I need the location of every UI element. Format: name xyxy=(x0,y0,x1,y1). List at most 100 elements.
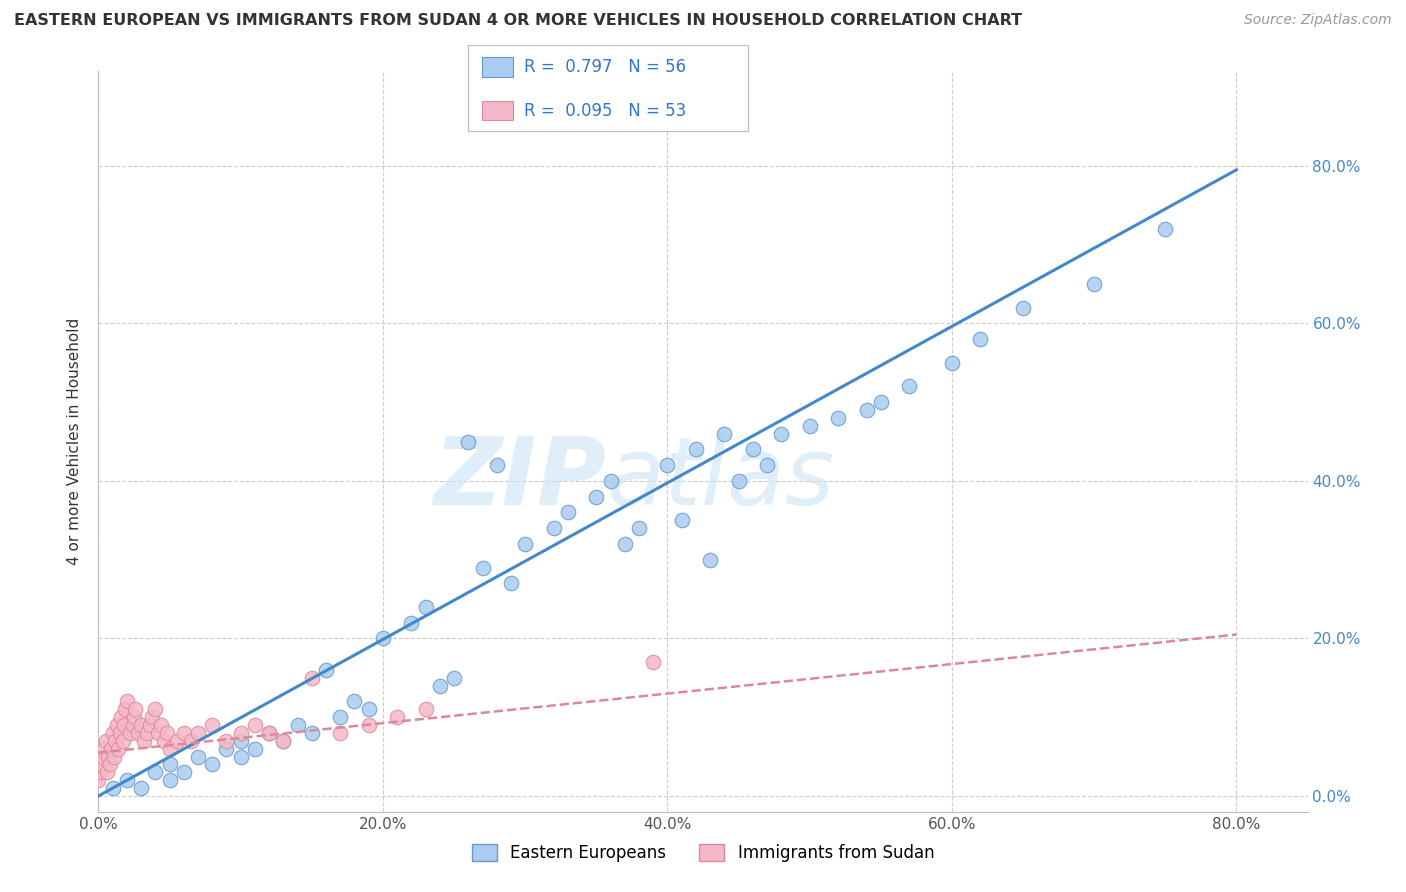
Point xyxy=(741,442,763,457)
Point xyxy=(301,726,323,740)
Point xyxy=(429,679,451,693)
Point xyxy=(485,458,508,472)
Point xyxy=(156,726,179,740)
Point xyxy=(114,702,136,716)
Point xyxy=(1083,277,1105,291)
Point xyxy=(90,757,112,772)
Point xyxy=(315,663,337,677)
Point xyxy=(443,671,465,685)
Point xyxy=(118,726,141,740)
Point xyxy=(273,734,295,748)
Point xyxy=(96,765,118,780)
Point xyxy=(898,379,921,393)
Point xyxy=(110,710,132,724)
Point xyxy=(613,537,636,551)
Point xyxy=(129,718,152,732)
Point xyxy=(166,734,188,748)
Point xyxy=(557,505,579,519)
Point xyxy=(257,726,280,740)
Point xyxy=(329,726,352,740)
Point xyxy=(499,576,522,591)
Legend: Eastern Europeans, Immigrants from Sudan: Eastern Europeans, Immigrants from Sudan xyxy=(464,835,942,870)
Point xyxy=(159,741,181,756)
Point xyxy=(129,781,152,796)
Point xyxy=(101,726,124,740)
Point xyxy=(146,726,169,740)
Point xyxy=(799,418,821,433)
Point xyxy=(471,560,494,574)
Point xyxy=(699,552,721,566)
Point xyxy=(105,718,128,732)
Point xyxy=(585,490,607,504)
Point xyxy=(127,726,149,740)
Point xyxy=(627,521,650,535)
Point xyxy=(115,694,138,708)
Point xyxy=(100,741,122,756)
Point xyxy=(104,734,127,748)
Point xyxy=(159,757,181,772)
Point xyxy=(87,773,110,788)
Point xyxy=(756,458,779,472)
Point xyxy=(153,734,176,748)
Point xyxy=(357,702,380,716)
Text: ZIP: ZIP xyxy=(433,433,606,524)
Point xyxy=(827,411,849,425)
Point xyxy=(122,710,145,724)
Point xyxy=(103,749,125,764)
Point xyxy=(132,734,155,748)
Point xyxy=(243,718,266,732)
Point xyxy=(121,718,143,732)
Point xyxy=(599,474,621,488)
Point xyxy=(329,710,352,724)
Point xyxy=(187,749,209,764)
Point xyxy=(201,718,224,732)
Point xyxy=(159,773,181,788)
Point xyxy=(187,726,209,740)
Point xyxy=(371,632,394,646)
Point xyxy=(515,537,537,551)
Point xyxy=(229,726,252,740)
Point xyxy=(770,426,793,441)
Point xyxy=(180,734,202,748)
Point xyxy=(215,741,238,756)
Point xyxy=(1012,301,1035,315)
Point xyxy=(229,734,252,748)
Point xyxy=(385,710,408,724)
Text: EASTERN EUROPEAN VS IMMIGRANTS FROM SUDAN 4 OR MORE VEHICLES IN HOUSEHOLD CORREL: EASTERN EUROPEAN VS IMMIGRANTS FROM SUDA… xyxy=(14,13,1022,29)
Point xyxy=(97,749,120,764)
Point xyxy=(173,726,195,740)
Point xyxy=(657,458,679,472)
Point xyxy=(969,332,991,346)
Point xyxy=(1154,222,1177,236)
Point xyxy=(543,521,565,535)
Point xyxy=(115,773,138,788)
Point xyxy=(243,741,266,756)
Point xyxy=(273,734,295,748)
Point xyxy=(415,702,437,716)
Point xyxy=(108,726,131,740)
Point xyxy=(401,615,423,630)
Point xyxy=(415,599,437,614)
Point xyxy=(855,403,877,417)
Point xyxy=(111,734,134,748)
Point xyxy=(141,710,163,724)
Point xyxy=(343,694,366,708)
Text: atlas: atlas xyxy=(606,433,835,524)
Point xyxy=(643,655,665,669)
Point xyxy=(869,395,891,409)
Point xyxy=(89,765,111,780)
Point xyxy=(201,757,224,772)
Point xyxy=(671,513,693,527)
Point xyxy=(301,671,323,685)
Point xyxy=(101,781,124,796)
Point xyxy=(94,734,117,748)
Point xyxy=(685,442,707,457)
Y-axis label: 4 or more Vehicles in Household: 4 or more Vehicles in Household xyxy=(67,318,83,566)
Point xyxy=(457,434,479,449)
Point xyxy=(287,718,309,732)
Point xyxy=(91,749,114,764)
Point xyxy=(93,741,115,756)
Point xyxy=(150,718,173,732)
Text: R =  0.095   N = 53: R = 0.095 N = 53 xyxy=(524,102,686,120)
Point xyxy=(357,718,380,732)
